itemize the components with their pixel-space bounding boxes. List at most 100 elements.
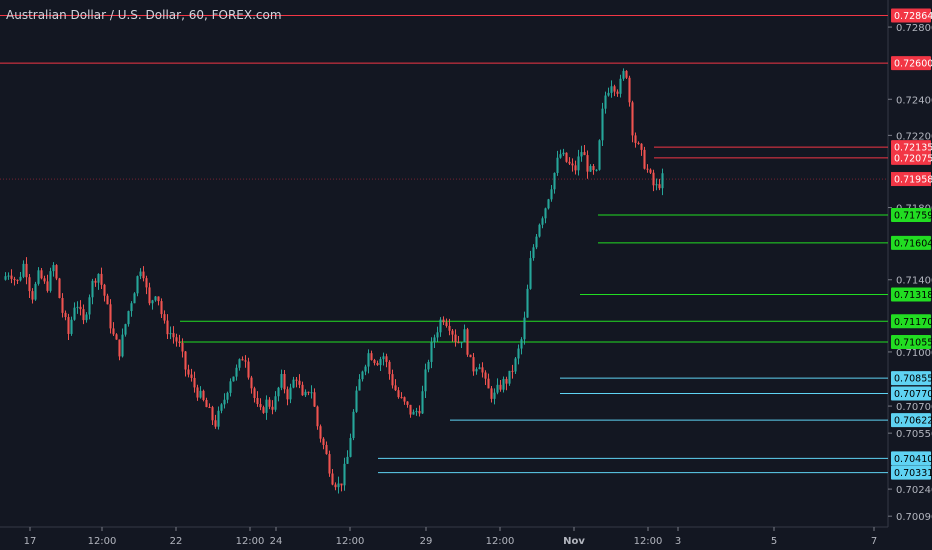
candle-body — [115, 334, 118, 340]
level-price-box — [891, 56, 931, 71]
candle-body — [112, 328, 115, 335]
candle-body — [202, 390, 205, 400]
candle-body — [250, 377, 253, 389]
candle-body — [370, 353, 373, 360]
candle-body — [19, 276, 22, 281]
candle-body — [175, 337, 178, 342]
candle-body — [85, 314, 88, 321]
candle-body — [262, 407, 265, 413]
candle-body — [448, 325, 451, 331]
candle-body — [205, 399, 208, 408]
candle-body — [235, 367, 238, 377]
candle-body — [109, 304, 112, 329]
level-price-label: 0.72075 — [894, 153, 932, 164]
candle-body — [247, 361, 250, 378]
level-price-label: 0.70331 — [894, 468, 932, 479]
candle-body — [553, 172, 556, 190]
candle-body — [565, 152, 568, 162]
candle-body — [238, 359, 241, 368]
level-price-box — [891, 8, 931, 23]
candle-body — [217, 410, 220, 427]
candle-body — [145, 278, 148, 288]
candle-body — [160, 301, 163, 315]
x-tick-label: 12:00 — [486, 536, 515, 547]
candle-body — [409, 404, 412, 415]
candle-body — [520, 339, 523, 349]
candle-body — [586, 155, 589, 172]
candle-body — [139, 271, 142, 277]
candle-body — [124, 324, 127, 335]
candle-body — [142, 271, 145, 279]
candle-body — [121, 334, 124, 357]
candle-body — [637, 142, 640, 144]
level-price-label: 0.72135 — [894, 143, 932, 154]
candle-body — [214, 420, 217, 427]
candle-body — [628, 77, 631, 103]
candle-body — [547, 199, 550, 209]
candle-body — [319, 426, 322, 439]
candle-body — [49, 271, 52, 291]
candle-body — [382, 356, 385, 360]
candle-body — [223, 399, 226, 405]
candle-body — [100, 273, 103, 285]
candle-body — [256, 397, 259, 405]
candle-body — [190, 374, 193, 378]
candle-body — [538, 224, 541, 237]
candle-body — [79, 306, 82, 310]
candle-body — [43, 278, 46, 282]
candle-body — [400, 397, 403, 399]
candle-body — [544, 208, 547, 219]
level-price-label: 0.71759 — [894, 210, 932, 221]
candle-body — [328, 454, 331, 474]
candle-body — [154, 296, 157, 301]
x-tick-label: 17 — [24, 536, 37, 547]
candle-body — [373, 359, 376, 363]
candle-body — [454, 334, 457, 343]
candle-body — [577, 156, 580, 171]
candle-body — [364, 366, 367, 372]
candle-body — [220, 404, 223, 411]
candle-body — [163, 314, 166, 321]
x-tick-label: 3 — [675, 536, 681, 547]
candle-body — [631, 102, 634, 136]
candle-body — [166, 320, 169, 335]
candle-body — [136, 276, 139, 294]
x-tick-label: 12:00 — [236, 536, 265, 547]
candle-body — [403, 397, 406, 402]
level-price-label: 0.71604 — [894, 238, 932, 249]
candle-body — [649, 169, 652, 173]
candle-body — [601, 108, 604, 141]
x-tick-label: Nov — [563, 536, 585, 547]
candle-body — [412, 411, 415, 415]
candle-body — [535, 236, 538, 248]
candle-body — [277, 387, 280, 397]
candle-body — [337, 483, 340, 488]
candle-body — [7, 275, 10, 277]
level-price-box — [891, 235, 931, 250]
candle-body — [211, 407, 214, 421]
x-tick-label: 12:00 — [336, 536, 365, 547]
x-tick-label: 12:00 — [634, 536, 663, 547]
candle-body — [379, 359, 382, 366]
level-price-box — [891, 140, 931, 155]
candle-body — [622, 70, 625, 79]
candle-body — [394, 385, 397, 391]
candle-body — [52, 265, 55, 272]
candle-body — [493, 392, 496, 399]
candle-body — [526, 288, 529, 318]
candle-body — [289, 387, 292, 400]
candle-body — [451, 330, 454, 335]
level-price-label: 0.70410 — [894, 454, 932, 465]
level-price-box — [891, 371, 931, 386]
candle-body — [13, 278, 16, 280]
level-price-box — [891, 465, 931, 480]
candle-body — [196, 387, 199, 398]
candle-body — [4, 276, 7, 280]
candle-body — [295, 379, 298, 381]
candle-body — [478, 367, 481, 370]
candle-body — [298, 380, 301, 385]
